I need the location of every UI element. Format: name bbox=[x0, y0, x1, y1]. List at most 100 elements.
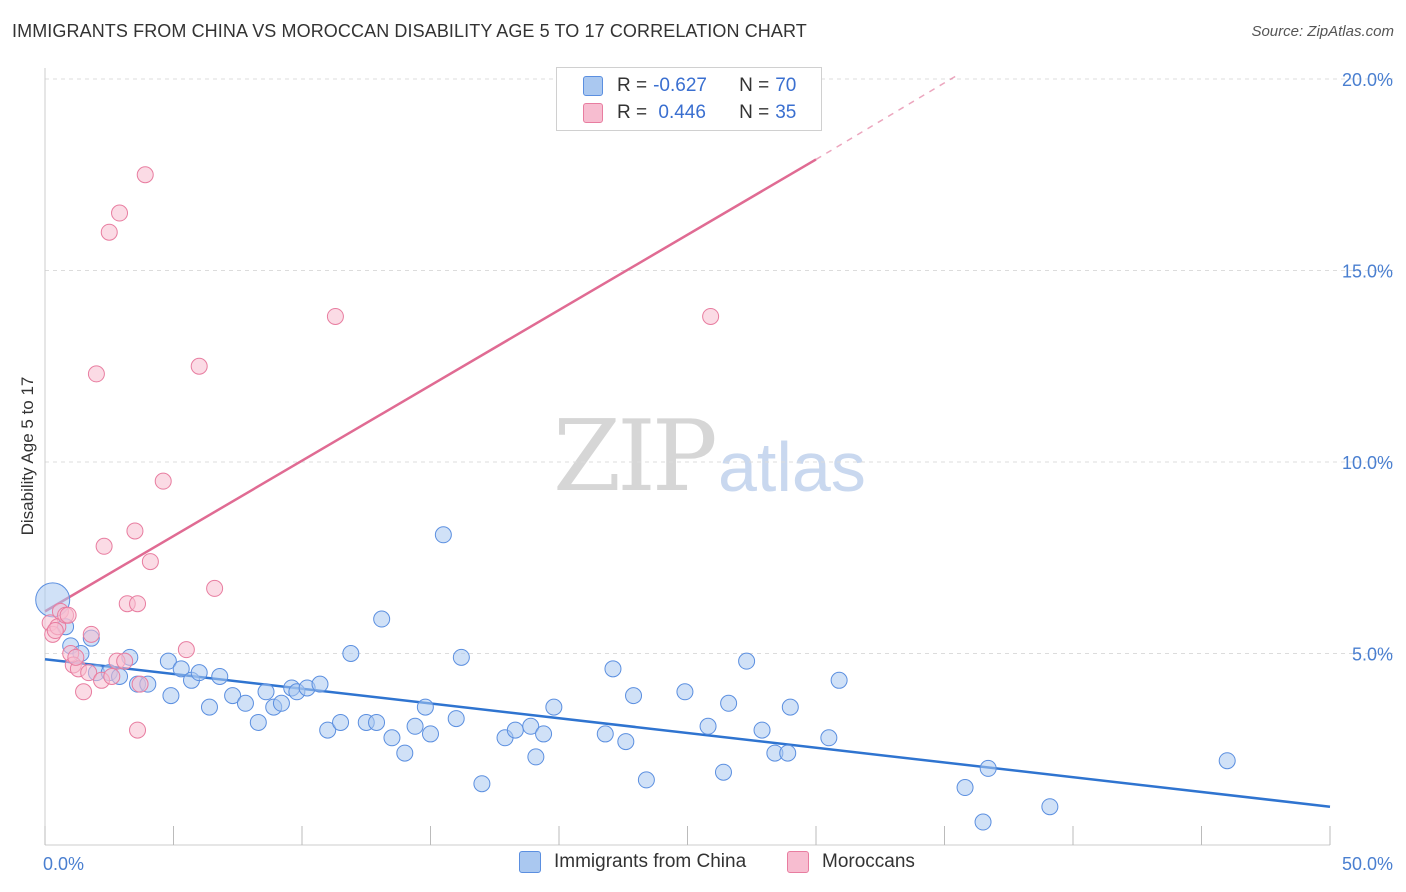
point-china bbox=[200, 698, 218, 716]
point-moroccans bbox=[131, 675, 149, 693]
x-tick-label: 0.0% bbox=[43, 854, 84, 874]
bottom-legend-china: Immigrants from China bbox=[519, 851, 746, 873]
point-china bbox=[224, 687, 242, 705]
bottom-legend-moroccans: Moroccans bbox=[787, 851, 915, 873]
point-china bbox=[211, 667, 229, 685]
point-moroccans bbox=[46, 622, 64, 640]
watermark-zip: ZIP bbox=[553, 400, 718, 514]
point-china bbox=[596, 725, 614, 743]
tick-labels: 5.0% 10.0% 15.0% 20.0% 0.0% 50.0% bbox=[43, 70, 1393, 874]
chart-title: IMMIGRANTS FROM CHINA VS MOROCCAN DISABI… bbox=[12, 21, 807, 41]
point-china bbox=[406, 717, 424, 735]
legend-row-china: R = -0.627 N = 70 bbox=[583, 74, 796, 98]
bottom-legend-swatch-china bbox=[519, 851, 541, 873]
point-china bbox=[522, 717, 540, 735]
point-china bbox=[506, 721, 524, 739]
point-china bbox=[396, 744, 414, 762]
point-china bbox=[257, 683, 275, 701]
point-moroccans bbox=[111, 204, 129, 222]
point-china bbox=[342, 645, 360, 662]
point-moroccans bbox=[116, 652, 134, 670]
point-moroccans bbox=[154, 472, 172, 490]
point-moroccans bbox=[87, 365, 105, 383]
trend-line-moroccans bbox=[44, 158, 817, 613]
point-moroccans bbox=[75, 683, 93, 701]
point-china bbox=[319, 721, 337, 739]
correlation-legend: R = -0.627 N = 70 R = 0.446 N = 35 bbox=[556, 67, 822, 131]
axes bbox=[44, 68, 1331, 846]
point-china bbox=[974, 813, 992, 831]
point-china bbox=[473, 775, 491, 793]
point-moroccans bbox=[80, 664, 98, 682]
point-china bbox=[190, 664, 208, 682]
point-moroccans bbox=[103, 667, 121, 685]
x-tick-label: 50.0% bbox=[1342, 854, 1393, 874]
legend-r-label: R = bbox=[617, 75, 648, 96]
point-china bbox=[527, 748, 545, 766]
point-china bbox=[781, 698, 799, 716]
bottom-legend-swatch-moroccans bbox=[787, 851, 809, 873]
grid-lines bbox=[45, 78, 1395, 654]
point-moroccans bbox=[126, 522, 144, 540]
point-moroccans bbox=[136, 166, 154, 184]
point-china bbox=[162, 687, 180, 705]
y-tick-label: 5.0% bbox=[1352, 645, 1393, 665]
legend-r-label: R = bbox=[617, 102, 648, 123]
point-moroccans bbox=[59, 606, 77, 624]
legend-n-label: N = bbox=[739, 102, 770, 123]
point-china bbox=[159, 652, 177, 670]
point-china bbox=[172, 660, 190, 678]
point-china bbox=[699, 717, 717, 735]
point-china bbox=[1041, 798, 1059, 816]
point-moroccans bbox=[190, 357, 208, 375]
bottom-legend-label-china: Immigrants from China bbox=[554, 851, 747, 872]
point-moroccans bbox=[702, 307, 720, 325]
y-tick-label: 10.0% bbox=[1342, 453, 1393, 473]
point-china bbox=[753, 721, 771, 739]
point-china bbox=[714, 763, 732, 781]
legend-swatch-moroccans bbox=[583, 103, 603, 123]
y-tick-label: 20.0% bbox=[1342, 70, 1393, 90]
point-china bbox=[368, 713, 386, 731]
point-china bbox=[434, 526, 452, 544]
point-china bbox=[625, 687, 643, 705]
point-moroccans bbox=[141, 553, 159, 571]
point-moroccans bbox=[326, 307, 344, 325]
point-china bbox=[272, 694, 290, 712]
point-china bbox=[447, 710, 465, 728]
legend-row-moroccans: R = 0.446 N = 35 bbox=[583, 101, 796, 125]
point-china bbox=[676, 683, 694, 701]
point-china bbox=[637, 771, 655, 789]
bottom-legend-label-moroccans: Moroccans bbox=[822, 851, 915, 872]
point-china bbox=[249, 713, 267, 731]
point-china bbox=[604, 660, 622, 678]
trend-line-moroccans-extension bbox=[815, 74, 958, 161]
trend-lines bbox=[44, 74, 1331, 808]
legend-n-value: 70 bbox=[775, 75, 797, 96]
point-china bbox=[720, 694, 738, 712]
point-moroccans bbox=[206, 579, 224, 597]
data-points bbox=[35, 166, 1236, 831]
point-china bbox=[779, 744, 797, 762]
point-moroccans bbox=[95, 537, 113, 555]
legend-n-value: 35 bbox=[775, 102, 797, 123]
trend-line-china bbox=[44, 658, 1331, 808]
point-china bbox=[545, 698, 563, 716]
point-china bbox=[535, 725, 553, 743]
source-credit: Source: ZipAtlas.com bbox=[1251, 23, 1394, 40]
point-china bbox=[820, 729, 838, 747]
point-china bbox=[1218, 752, 1236, 770]
legend-n-label: N = bbox=[739, 75, 770, 96]
point-moroccans bbox=[82, 625, 100, 643]
point-china bbox=[738, 652, 756, 670]
legend-swatch-china bbox=[583, 76, 603, 96]
point-moroccans bbox=[129, 721, 147, 739]
point-moroccans bbox=[177, 641, 195, 659]
y-tick-label: 15.0% bbox=[1342, 262, 1393, 282]
point-china bbox=[422, 725, 439, 743]
point-china bbox=[332, 713, 350, 731]
point-china bbox=[830, 671, 848, 689]
point-china bbox=[416, 698, 434, 716]
point-china bbox=[452, 648, 470, 666]
